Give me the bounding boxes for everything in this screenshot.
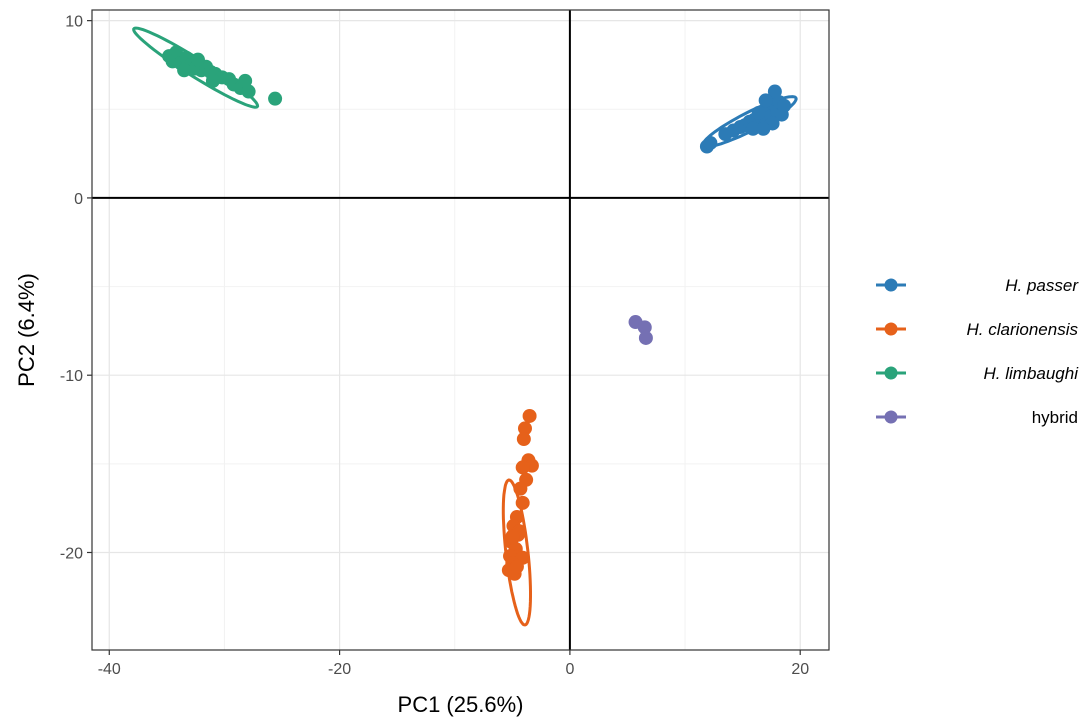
point-h-limbaughi <box>238 73 253 88</box>
reference-lines <box>92 10 829 650</box>
x-tick-label: -40 <box>98 661 121 678</box>
legend-label: H. limbaughi <box>984 364 1080 383</box>
ellipse-h-clarionensis <box>501 478 532 627</box>
point-h-passer <box>703 135 718 150</box>
point-hybrid <box>637 320 652 335</box>
point-h-clarionensis <box>505 529 520 544</box>
point-h-clarionensis <box>509 559 524 574</box>
x-axis-title: PC1 (25.6%) <box>398 692 524 717</box>
y-tick-label: -10 <box>60 368 83 385</box>
y-tick-label: 10 <box>65 14 83 31</box>
point-h-passer <box>751 105 766 120</box>
minor-gridlines <box>92 10 829 650</box>
legend-label: H. clarionensis <box>967 320 1079 339</box>
x-tick-label: 0 <box>565 661 574 678</box>
point-h-passer <box>745 121 760 136</box>
legend-label: H. passer <box>1005 276 1079 295</box>
y-axis-title: PC2 (6.4%) <box>14 273 39 387</box>
y-tick-label: 0 <box>74 191 83 208</box>
point-h-passer <box>756 121 771 136</box>
legend-item-h-passer: H. passer <box>876 276 1079 295</box>
point-h-passer <box>777 98 792 113</box>
point-h-limbaughi <box>241 84 256 99</box>
x-tick-label: 20 <box>791 661 809 678</box>
point-h-clarionensis <box>522 408 537 423</box>
panel-border <box>91 9 830 651</box>
legend-key-point <box>884 322 898 336</box>
point-h-limbaughi <box>268 91 283 106</box>
data-points <box>162 45 792 581</box>
x-axis-ticks: -40 -20 0 20 <box>98 650 809 678</box>
point-hybrid <box>638 330 653 345</box>
point-h-clarionensis <box>513 481 528 496</box>
legend-key-point <box>884 278 898 292</box>
legend-item-h-clarionensis: H. clarionensis <box>876 320 1078 339</box>
point-h-passer <box>758 93 773 108</box>
point-h-clarionensis <box>516 432 531 447</box>
point-h-limbaughi <box>205 73 220 88</box>
x-tick-label: -20 <box>328 661 351 678</box>
point-h-limbaughi <box>177 63 192 78</box>
point-h-clarionensis <box>515 460 530 475</box>
point-h-clarionensis <box>517 421 532 436</box>
legend-key-point <box>884 410 898 424</box>
y-axis-ticks: -20 -10 0 10 <box>60 14 92 562</box>
point-h-clarionensis <box>515 495 530 510</box>
legend: H. passer H. clarionensis H. limbaughi hybr… <box>876 276 1079 427</box>
legend-key-point <box>884 366 898 380</box>
legend-label: hybrid <box>1032 408 1078 427</box>
y-tick-label: -20 <box>60 545 83 562</box>
point-h-limbaughi <box>190 52 205 67</box>
legend-item-hybrid: hybrid <box>876 408 1078 427</box>
legend-item-h-limbaughi: H. limbaughi <box>876 364 1079 383</box>
point-h-passer <box>767 84 782 99</box>
